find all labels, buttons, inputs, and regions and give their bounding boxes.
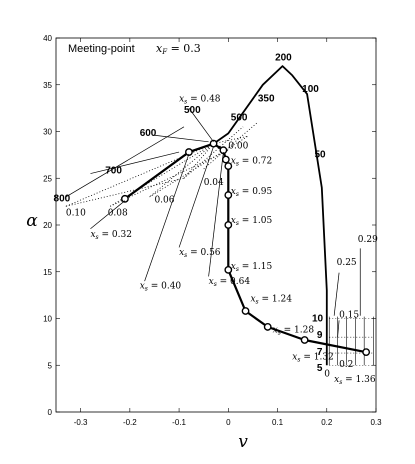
parameter-label: 0.08 bbox=[108, 209, 128, 219]
xs-label: xs = 1.28 bbox=[273, 326, 315, 337]
y-axis-label: α bbox=[26, 211, 38, 231]
y-tick-label: 5 bbox=[48, 361, 53, 370]
parameter-label: 0.10 bbox=[66, 209, 86, 219]
callout-line bbox=[178, 146, 214, 248]
y-tick-label: 25 bbox=[43, 174, 52, 183]
curve-value-label: 5 bbox=[317, 363, 323, 374]
xs-label: xs = 1.24 bbox=[250, 295, 292, 306]
xs-label: xs = 1.36 bbox=[334, 375, 376, 386]
parameter-label: 0.15 bbox=[339, 311, 359, 321]
xs-label: xs = 0.72 bbox=[231, 156, 272, 167]
parameter-label: 0.04 bbox=[204, 178, 224, 188]
curve-value-label: 500 bbox=[231, 112, 248, 123]
x-tick-label: 0.2 bbox=[321, 418, 333, 427]
y-tick-label: 15 bbox=[43, 268, 52, 277]
xs-label: xs = 0.32 bbox=[90, 230, 131, 241]
curve-value-label: 50 bbox=[314, 150, 326, 161]
curve-value-label: 9 bbox=[317, 330, 323, 341]
callout-line bbox=[154, 134, 209, 143]
y-tick-label: 40 bbox=[43, 34, 52, 43]
x-tick-label: 0.3 bbox=[370, 418, 382, 427]
x-tick-label: -0.2 bbox=[123, 418, 137, 427]
chart-title: Meeting-point bbox=[68, 43, 135, 55]
data-point-marker bbox=[224, 191, 233, 199]
data-point-marker bbox=[221, 155, 230, 164]
callout-line bbox=[90, 200, 126, 230]
curve-value-label: 100 bbox=[302, 84, 319, 95]
callout-line bbox=[144, 153, 190, 282]
dotted-fan-line bbox=[109, 149, 229, 207]
x-tick-label: -0.1 bbox=[172, 418, 186, 427]
xs-label: xs = 1.32 bbox=[292, 353, 333, 364]
callout-line bbox=[333, 272, 340, 316]
y-tick-label: 30 bbox=[43, 128, 52, 137]
curve-value-label: 7 bbox=[317, 347, 323, 358]
parameter-label: 0.29 bbox=[358, 235, 378, 245]
parameter-label: 0 bbox=[324, 369, 330, 379]
callout-line bbox=[208, 152, 224, 277]
xs-label: xs = 0.95 bbox=[231, 187, 273, 198]
xs-label: xs = 1.05 bbox=[231, 216, 273, 227]
y-tick-label: 0 bbox=[48, 408, 53, 417]
callout-line bbox=[90, 151, 180, 174]
parameter-label: 0.2 bbox=[339, 360, 353, 370]
data-point-marker bbox=[224, 221, 233, 229]
parameter-label: 0.25 bbox=[337, 258, 357, 268]
data-point-marker bbox=[185, 148, 193, 156]
series-line-2 bbox=[124, 65, 328, 366]
data-point-marker bbox=[241, 307, 250, 315]
dotted-fan-line bbox=[149, 135, 249, 198]
callout-line bbox=[188, 107, 214, 142]
dotted-fan-line bbox=[149, 143, 214, 198]
x-tick-label: 0 bbox=[226, 418, 231, 427]
series-line-1 bbox=[124, 142, 367, 354]
data-point-marker bbox=[263, 323, 272, 331]
curve-value-label: 600 bbox=[140, 128, 157, 139]
curve-value-label: 200 bbox=[275, 52, 292, 63]
data-point-marker bbox=[224, 265, 233, 274]
curve-value-label: 350 bbox=[258, 94, 275, 105]
parameter-label: 0.06 bbox=[154, 196, 174, 206]
curve-value-label: 700 bbox=[105, 166, 122, 177]
xs-label: 0.00 bbox=[228, 141, 248, 151]
y-tick-label: 10 bbox=[43, 315, 52, 324]
xs-label: xs = 0.40 bbox=[140, 282, 182, 293]
xs-label: xs = 0.56 bbox=[179, 248, 221, 259]
data-point-marker bbox=[300, 336, 309, 344]
curve-value-label: 500 bbox=[184, 105, 201, 116]
callout-line bbox=[65, 126, 185, 198]
data-point-marker bbox=[362, 348, 371, 357]
dotted-fan-line bbox=[109, 143, 214, 207]
chart-title-math: xF = 0.3 bbox=[156, 42, 201, 56]
curve-value-label: 800 bbox=[54, 194, 71, 205]
callout-line bbox=[337, 320, 340, 338]
x-tick-label: -0.3 bbox=[74, 418, 88, 427]
xs-label: xs = 1.15 bbox=[231, 262, 273, 273]
xs-label: xs = 0.64 bbox=[209, 277, 251, 288]
y-tick-label: 35 bbox=[43, 81, 52, 90]
x-tick-label: 0.1 bbox=[272, 418, 284, 427]
y-tick-label: 20 bbox=[43, 221, 52, 230]
xs-label: xs = 0.48 bbox=[179, 95, 221, 106]
x-axis-label: v bbox=[238, 432, 248, 452]
data-point-marker bbox=[224, 162, 233, 170]
dotted-fan-line bbox=[183, 126, 244, 179]
dotted-fan-line bbox=[65, 177, 185, 207]
curve-value-label: 10 bbox=[312, 313, 324, 324]
data-point-marker bbox=[121, 194, 129, 203]
